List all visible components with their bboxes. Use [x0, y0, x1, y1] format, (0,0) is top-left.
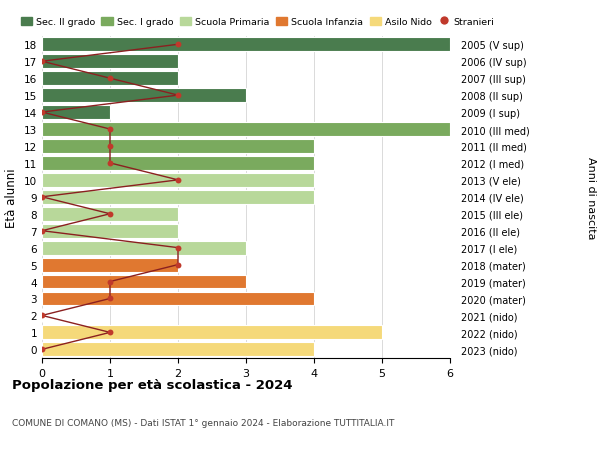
Bar	[42, 258, 178, 272]
Point	[173, 92, 183, 100]
Point	[105, 278, 115, 285]
Bar	[42, 224, 178, 238]
Point	[105, 160, 115, 167]
Bar	[42, 326, 382, 340]
Bar	[42, 241, 246, 255]
Text: Anni di nascita: Anni di nascita	[586, 156, 596, 239]
Bar	[42, 275, 246, 289]
Bar	[42, 342, 314, 357]
Point	[37, 58, 47, 66]
Bar	[42, 207, 178, 221]
Bar	[42, 123, 450, 137]
Point	[37, 228, 47, 235]
Point	[105, 295, 115, 302]
Text: Popolazione per età scolastica - 2024: Popolazione per età scolastica - 2024	[12, 379, 293, 392]
Bar	[42, 89, 246, 103]
Legend: Sec. II grado, Sec. I grado, Scuola Primaria, Scuola Infanzia, Asilo Nido, Stran: Sec. II grado, Sec. I grado, Scuola Prim…	[17, 14, 498, 31]
Point	[173, 245, 183, 252]
Point	[105, 143, 115, 150]
Point	[173, 41, 183, 49]
Point	[37, 312, 47, 319]
Point	[37, 346, 47, 353]
Bar	[42, 38, 450, 52]
Bar	[42, 140, 314, 154]
Point	[173, 177, 183, 184]
Bar	[42, 106, 110, 120]
Bar	[42, 190, 314, 204]
Bar	[42, 157, 314, 170]
Bar	[42, 55, 178, 69]
Bar	[42, 174, 314, 187]
Bar	[42, 72, 178, 86]
Point	[37, 194, 47, 201]
Text: COMUNE DI COMANO (MS) - Dati ISTAT 1° gennaio 2024 - Elaborazione TUTTITALIA.IT: COMUNE DI COMANO (MS) - Dati ISTAT 1° ge…	[12, 418, 394, 427]
Point	[37, 109, 47, 117]
Point	[173, 261, 183, 269]
Bar	[42, 292, 314, 306]
Point	[105, 211, 115, 218]
Point	[105, 329, 115, 336]
Point	[105, 75, 115, 83]
Y-axis label: Età alunni: Età alunni	[5, 168, 19, 227]
Point	[105, 126, 115, 134]
